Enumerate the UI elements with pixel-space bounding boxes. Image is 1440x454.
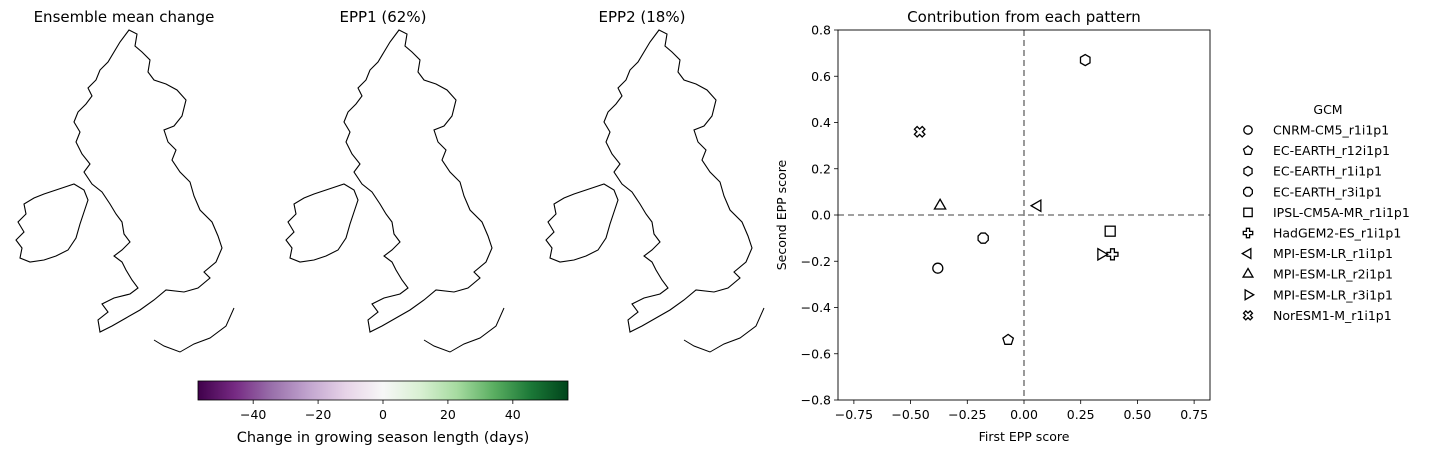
x-tick-label: −0.25: [948, 407, 986, 422]
map-panel-ensemble-mean: Ensemble mean change: [15, 8, 235, 353]
map-title-epp2: EPP2 (18%): [599, 8, 686, 26]
legend-entry-label: EC-EARTH_r12i1p1: [1273, 143, 1390, 158]
colorbar-label: Change in growing season length (days): [237, 430, 530, 446]
legend-entry-label: EC-EARTH_r3i1p1: [1273, 184, 1382, 199]
data-point-hadgem2-es-r1i1p1: [1106, 248, 1119, 261]
legend-entry-label: HadGEM2-ES_r1i1p1: [1273, 226, 1401, 241]
y-tick-label: 0.2: [811, 161, 831, 176]
legend-marker: [1242, 227, 1254, 239]
y-tick-label: 0.8: [811, 23, 831, 38]
legend-entry-label: MPI-ESM-LR_r2i1p1: [1273, 267, 1393, 282]
legend-marker: [1243, 165, 1253, 177]
legend-marker: [1242, 145, 1254, 156]
legend-marker: [1242, 310, 1254, 321]
legend-entry-label: MPI-ESM-LR_r3i1p1: [1273, 287, 1393, 302]
x-tick-label: −0.75: [835, 407, 873, 422]
chart-title: Contribution from each pattern: [907, 8, 1141, 26]
legend-marker: [1243, 125, 1253, 135]
legend-marker: [1241, 267, 1255, 278]
data-point-noresm1-m-r1i1p1: [913, 125, 926, 138]
x-tick-label: 0.25: [1067, 407, 1095, 422]
data-point-ec-earth-r1i1p1: [1079, 53, 1091, 67]
x-axis-label: First EPP score: [979, 429, 1070, 444]
y-tick-label: 0.6: [811, 69, 831, 84]
legend-entry-label: EC-EARTH_r1i1p1: [1273, 164, 1382, 179]
y-tick-label: −0.2: [801, 254, 831, 269]
data-point-ipsl-cm5a-mr-r1i1p1: [1104, 225, 1116, 237]
data-point-mpi-esm-lr-r2i1p1: [933, 197, 947, 210]
map-title-epp1: EPP1 (62%): [340, 8, 427, 26]
colorbar-tick-label: −20: [305, 407, 331, 422]
plot-frame: [837, 29, 1211, 401]
map-panel-epp2: EPP2 (18%): [545, 8, 765, 353]
colorbar-tick-label: 40: [505, 407, 521, 422]
data-point-ec-earth-r12i1p1: [1002, 333, 1015, 345]
map-panel-epp1: EPP1 (62%): [285, 8, 505, 353]
map-title-ensemble-mean: Ensemble mean change: [34, 8, 215, 26]
legend-marker: [1243, 186, 1253, 197]
scatter-chart: Contribution from each pattern −0.75 −0.5…: [774, 8, 1211, 444]
legend-entry-label: NorESM1-M_r1i1p1: [1273, 308, 1392, 323]
data-point-ec-earth-r3i1p1: [977, 232, 989, 244]
legend-marker: [1243, 207, 1253, 218]
legend-entry-label: IPSL-CM5A-MR_r1i1p1: [1273, 205, 1410, 220]
colorbar-tick-label: −40: [240, 407, 266, 422]
y-tick-label: −0.6: [801, 346, 831, 361]
legend-marker: [1241, 247, 1252, 260]
data-point-cnrm-cm5-r1i1p1: [932, 262, 944, 274]
colorbar-tick-label: 20: [440, 407, 456, 422]
coastline-outline: [15, 29, 223, 333]
y-tick-label: −0.4: [801, 300, 831, 315]
legend-entry-label: MPI-ESM-LR_r1i1p1: [1273, 246, 1393, 261]
x-tick-label: −0.50: [891, 407, 929, 422]
y-axis-label: Second EPP score: [774, 159, 789, 270]
colorbar: −40 −20 0 20 40 Change in growing season len…: [197, 380, 569, 446]
legend-marker: [1244, 288, 1255, 301]
y-tick-label: 0.4: [811, 115, 831, 130]
legend-entry-label: CNRM-CM5_r1i1p1: [1273, 123, 1389, 138]
legend: GCM CNRM-CM5_r1i1p1 EC-EARTH_r12i1p1 EC-EA…: [1241, 102, 1410, 323]
colorbar-tick-label: 0: [379, 407, 387, 422]
data-point-mpi-esm-lr-r1i1p1: [1029, 198, 1042, 213]
y-tick-label: −0.8: [801, 393, 831, 408]
y-tick-label: 0.0: [811, 208, 831, 223]
legend-title: GCM: [1313, 102, 1342, 117]
x-tick-label: 0.50: [1123, 407, 1151, 422]
data-point-mpi-esm-lr-r3i1p1: [1097, 247, 1109, 262]
x-tick-label: 0.75: [1180, 407, 1208, 422]
x-tick-label: 0.00: [1010, 407, 1038, 422]
